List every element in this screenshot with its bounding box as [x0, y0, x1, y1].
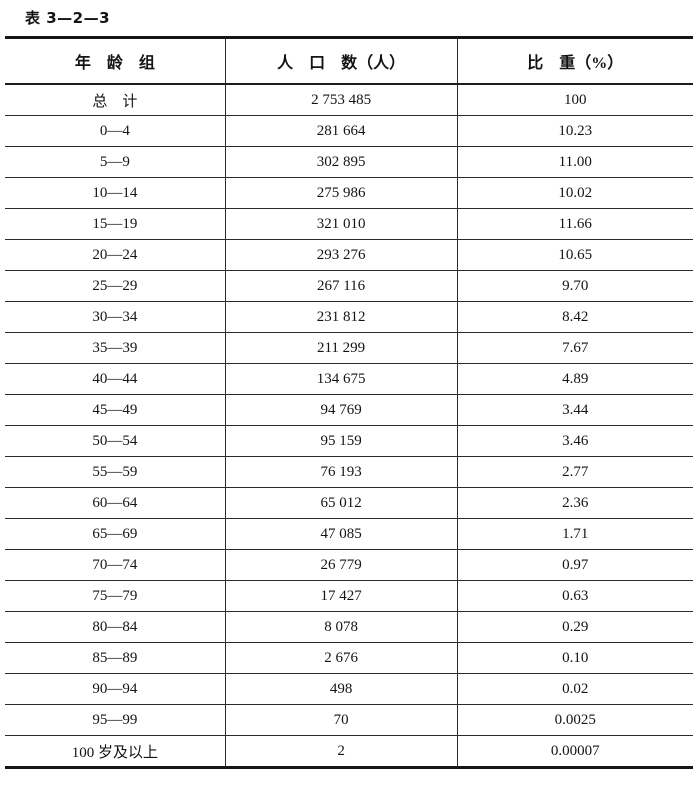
share-cell: 1.71 [456, 518, 693, 550]
age-group-cell: 55—59 [5, 456, 226, 488]
population-cell: 26 779 [224, 549, 457, 581]
column-header-share: 比 重（%） [456, 37, 693, 85]
table-row: 10—14 275 986 10.02 [5, 177, 693, 209]
column-header-population: 人 口 数（人） [224, 37, 457, 85]
table-row: 30—34 231 812 8.42 [5, 301, 693, 333]
table-row: 0—4 281 664 10.23 [5, 115, 693, 147]
age-group-cell: 15—19 [5, 208, 226, 240]
share-cell: 100 [456, 84, 693, 116]
table-caption: 表 3—2—3 [25, 9, 111, 27]
age-group-cell: 25—29 [5, 270, 226, 302]
share-cell: 3.44 [456, 394, 693, 426]
share-cell: 7.67 [456, 332, 693, 364]
population-cell: 2 753 485 [224, 84, 457, 116]
table-row: 90—94 498 0.02 [5, 673, 693, 705]
share-cell: 0.0025 [456, 704, 693, 736]
population-cell: 231 812 [224, 301, 457, 333]
share-cell: 4.89 [456, 363, 693, 395]
share-cell: 11.00 [456, 146, 693, 178]
population-cell: 275 986 [224, 177, 457, 209]
age-group-cell: 85—89 [5, 642, 226, 674]
age-group-cell: 35—39 [5, 332, 226, 364]
share-cell: 0.00007 [456, 735, 693, 768]
table-row: 25—29 267 116 9.70 [5, 270, 693, 302]
header-row: 年 龄 组 人 口 数（人） 比 重（%） [5, 37, 693, 85]
age-group-cell: 20—24 [5, 239, 226, 271]
population-cell: 498 [224, 673, 457, 705]
table-row: 15—19 321 010 11.66 [5, 208, 693, 240]
share-cell: 11.66 [456, 208, 693, 240]
column-header-age-group: 年 龄 组 [5, 37, 226, 85]
age-group-cell: 10—14 [5, 177, 226, 209]
age-group-cell: 30—34 [5, 301, 226, 333]
share-cell: 0.02 [456, 673, 693, 705]
table-row: 60—64 65 012 2.36 [5, 487, 693, 519]
table-row: 40—44 134 675 4.89 [5, 363, 693, 395]
table-row: 35—39 211 299 7.67 [5, 332, 693, 364]
table-body: 总 计 2 753 485 100 0—4 281 664 10.23 5—9 … [5, 84, 693, 768]
population-cell: 76 193 [224, 456, 457, 488]
table-header: 年 龄 组 人 口 数（人） 比 重（%） [5, 37, 693, 85]
population-cell: 2 676 [224, 642, 457, 674]
age-group-cell: 总 计 [5, 84, 226, 116]
age-group-cell: 75—79 [5, 580, 226, 612]
age-group-cell: 80—84 [5, 611, 226, 643]
population-cell: 65 012 [224, 487, 457, 519]
age-group-cell: 100 岁及以上 [71, 744, 158, 761]
age-group-cell: 45—49 [5, 394, 226, 426]
population-cell: 94 769 [224, 394, 457, 426]
age-group-cell: 65—69 [5, 518, 226, 550]
population-cell: 47 085 [224, 518, 457, 550]
share-cell: 9.70 [456, 270, 693, 302]
table-row: 70—74 26 779 0.97 [5, 549, 693, 581]
table-row: 85—89 2 676 0.10 [5, 642, 693, 674]
share-cell: 8.42 [456, 301, 693, 333]
share-cell: 0.10 [456, 642, 693, 674]
population-cell: 211 299 [224, 332, 457, 364]
population-cell: 2 [224, 735, 457, 768]
population-cell: 281 664 [224, 115, 457, 147]
table-row: 80—84 8 078 0.29 [5, 611, 693, 643]
share-cell: 10.02 [456, 177, 693, 209]
table-row: 65—69 47 085 1.71 [5, 518, 693, 550]
population-cell: 321 010 [224, 208, 457, 240]
population-cell: 134 675 [224, 363, 457, 395]
share-cell: 0.29 [456, 611, 693, 643]
age-group-cell: 0—4 [5, 115, 226, 147]
table-row: 95—99 70 0.0025 [5, 704, 693, 736]
table-row: 100 岁及以上 2 0.00007 [5, 735, 693, 768]
population-cell: 17 427 [224, 580, 457, 612]
table-row: 20—24 293 276 10.65 [5, 239, 693, 271]
age-group-cell: 5—9 [5, 146, 226, 178]
age-distribution-table: 年 龄 组 人 口 数（人） 比 重（%） 总 计 2 753 485 100 … [5, 36, 693, 769]
age-group-cell: 50—54 [5, 425, 226, 457]
share-cell: 0.97 [456, 549, 693, 581]
age-group-cell: 90—94 [5, 673, 226, 705]
age-group-cell: 70—74 [5, 549, 226, 581]
table-row: 55—59 76 193 2.77 [5, 456, 693, 488]
share-cell: 3.46 [456, 425, 693, 457]
population-cell: 8 078 [224, 611, 457, 643]
table-row: 5—9 302 895 11.00 [5, 146, 693, 178]
population-cell: 302 895 [224, 146, 457, 178]
population-cell: 95 159 [224, 425, 457, 457]
share-cell: 2.36 [456, 487, 693, 519]
share-cell: 2.77 [456, 456, 693, 488]
population-cell: 267 116 [224, 270, 457, 302]
share-cell: 10.65 [456, 239, 693, 271]
age-group-cell: 95—99 [5, 704, 226, 736]
table-row: 总 计 2 753 485 100 [5, 84, 693, 116]
age-group-cell: 60—64 [5, 487, 226, 519]
share-cell: 0.63 [456, 580, 693, 612]
table-row: 75—79 17 427 0.63 [5, 580, 693, 612]
population-cell: 293 276 [224, 239, 457, 271]
table-row: 50—54 95 159 3.46 [5, 425, 693, 457]
share-cell: 10.23 [456, 115, 693, 147]
population-cell: 70 [224, 704, 457, 736]
age-group-cell: 40—44 [5, 363, 226, 395]
table-row: 45—49 94 769 3.44 [5, 394, 693, 426]
